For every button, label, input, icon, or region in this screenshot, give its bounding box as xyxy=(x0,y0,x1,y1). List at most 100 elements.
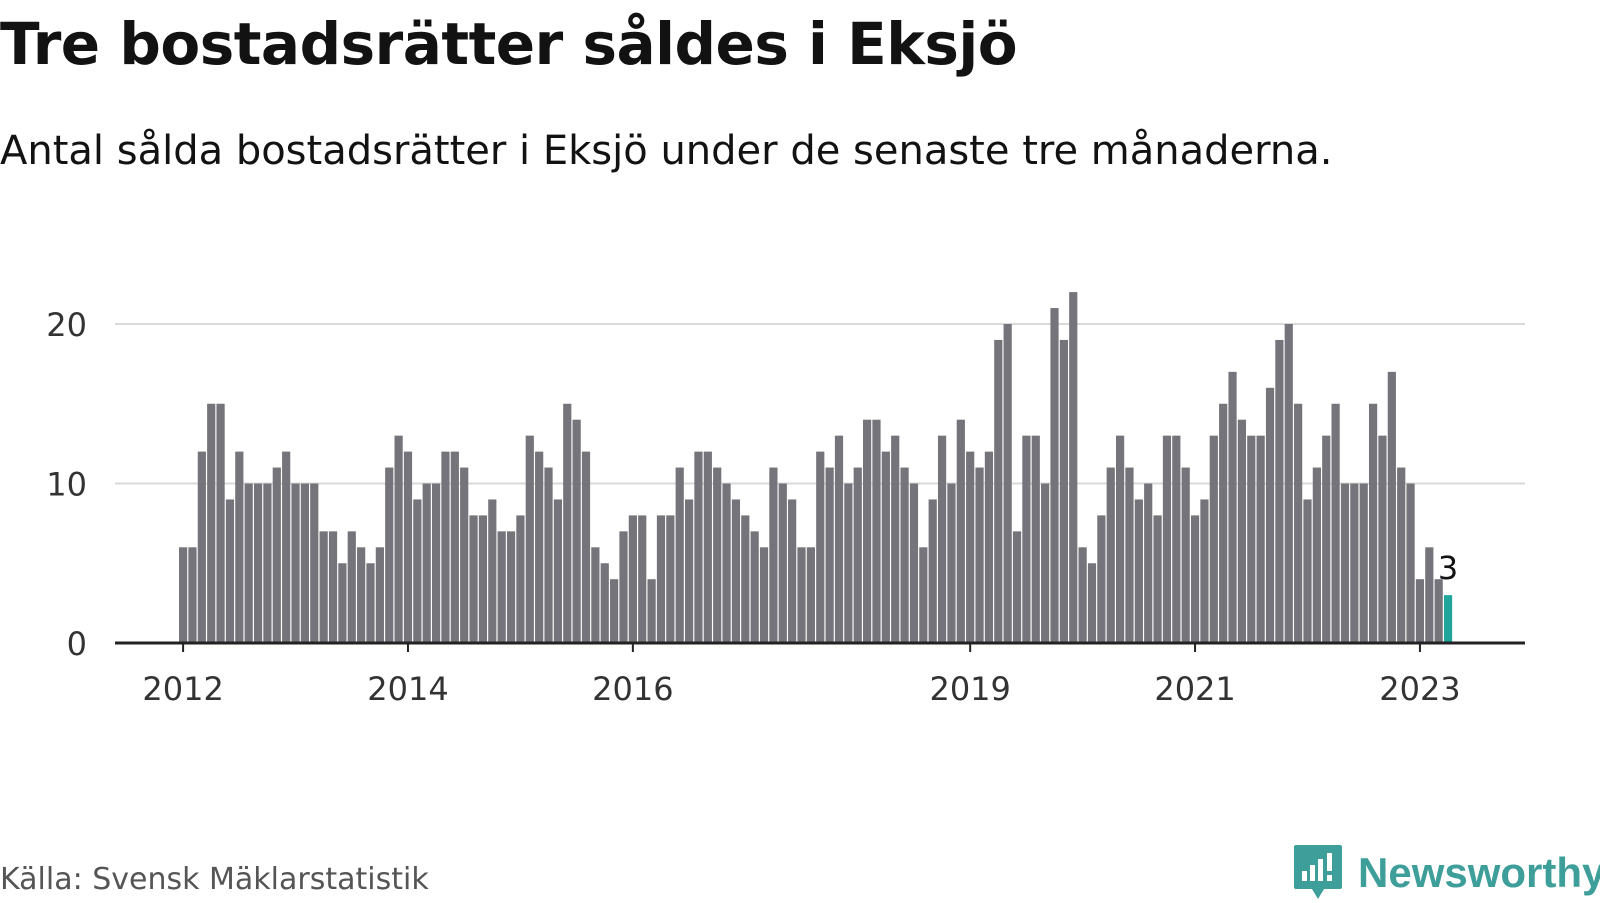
bar xyxy=(694,451,703,643)
bar xyxy=(535,451,544,643)
bar xyxy=(1415,579,1425,643)
bar xyxy=(947,483,956,643)
bar xyxy=(460,467,469,643)
data-label: 3 xyxy=(1438,549,1458,587)
bar xyxy=(1209,435,1218,643)
bar xyxy=(806,547,815,643)
bar xyxy=(357,547,366,643)
bar xyxy=(310,483,319,643)
bar xyxy=(328,531,338,643)
bar xyxy=(750,531,759,643)
bar xyxy=(591,547,600,643)
bar xyxy=(853,467,862,643)
bar xyxy=(872,419,881,643)
x-tick-label: 2016 xyxy=(592,670,673,708)
bar xyxy=(1125,467,1134,643)
bar xyxy=(282,451,291,643)
bar xyxy=(1153,515,1162,643)
bar xyxy=(1087,563,1097,643)
bar xyxy=(994,339,1003,643)
bar xyxy=(778,483,787,643)
bar xyxy=(619,531,628,643)
y-tick-label: 20 xyxy=(46,306,87,344)
labels: 0 10 20 2012 2014 2016 2019 2021 2023 3 xyxy=(46,306,1460,708)
bar xyxy=(347,531,356,643)
bar xyxy=(1406,483,1415,643)
bar xyxy=(788,499,797,643)
bar xyxy=(207,403,216,643)
bar xyxy=(516,515,525,643)
bar xyxy=(478,515,488,643)
bar xyxy=(759,547,769,643)
bar xyxy=(197,451,206,643)
bar xyxy=(179,547,188,643)
bar xyxy=(1359,483,1368,643)
bar xyxy=(1078,547,1087,643)
bar xyxy=(909,483,919,643)
bar xyxy=(216,403,225,643)
bar xyxy=(1097,515,1106,643)
bar xyxy=(1397,467,1406,643)
bar xyxy=(188,547,197,643)
bar xyxy=(1116,435,1125,643)
bar xyxy=(1303,499,1312,643)
bar xyxy=(1181,467,1190,643)
bar xyxy=(525,435,534,643)
bar xyxy=(881,451,890,643)
y-tick-label: 10 xyxy=(46,466,87,504)
bar xyxy=(235,451,244,643)
bar xyxy=(1312,467,1321,643)
bar xyxy=(731,499,741,643)
bar xyxy=(1378,435,1387,643)
bar xyxy=(1275,339,1284,643)
bar xyxy=(1284,324,1293,643)
bar xyxy=(1106,467,1115,643)
bar xyxy=(1219,403,1228,643)
x-tick-label: 2012 xyxy=(142,670,223,708)
bar xyxy=(403,451,413,643)
bar xyxy=(1172,435,1181,643)
bar xyxy=(844,483,853,643)
bar xyxy=(1144,483,1153,643)
bar xyxy=(1022,435,1031,643)
bar xyxy=(919,547,928,643)
chart-title: Tre bostadsrätter såldes i Eksjö xyxy=(0,10,1018,78)
bar xyxy=(1069,292,1078,643)
bar xyxy=(431,483,441,643)
bar xyxy=(544,467,553,643)
bar xyxy=(1322,435,1331,643)
bar xyxy=(1237,419,1247,643)
bar xyxy=(1041,483,1050,643)
highlight-bar xyxy=(1443,595,1453,643)
x-tick-label: 2023 xyxy=(1379,670,1460,708)
y-tick-label: 0 xyxy=(67,625,87,663)
bar xyxy=(600,563,609,643)
bar xyxy=(469,515,478,643)
brand-logo: Newsworthy xyxy=(1292,843,1600,903)
bar xyxy=(394,435,403,643)
bar xyxy=(966,451,975,643)
bar xyxy=(244,483,253,643)
bar xyxy=(1012,531,1022,643)
bar xyxy=(366,563,375,643)
axes xyxy=(115,641,1525,652)
bars xyxy=(179,292,1453,643)
bar xyxy=(506,531,516,643)
bar xyxy=(263,483,272,643)
bar xyxy=(797,547,806,643)
bar xyxy=(385,467,394,643)
bar xyxy=(441,451,450,643)
bar xyxy=(291,483,300,643)
bar xyxy=(1050,308,1059,643)
x-tick-label: 2019 xyxy=(929,670,1010,708)
bar xyxy=(413,499,422,643)
bar xyxy=(1265,387,1275,643)
bar xyxy=(1434,579,1443,643)
bar xyxy=(900,467,909,643)
bar xyxy=(891,435,900,643)
bar xyxy=(937,435,947,643)
source-note: Källa: Svensk Mäklarstatistik xyxy=(0,862,429,897)
bar xyxy=(422,483,431,643)
bar xyxy=(1294,403,1303,643)
bar xyxy=(684,499,694,643)
